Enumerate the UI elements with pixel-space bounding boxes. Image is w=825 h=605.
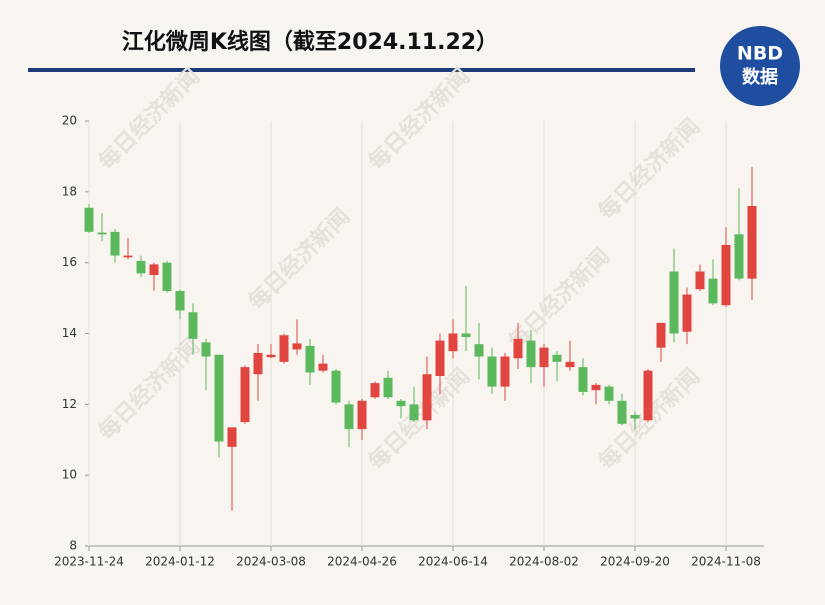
candle-body xyxy=(266,354,276,358)
candle-body xyxy=(721,244,731,306)
candle-body xyxy=(383,377,393,398)
candle-body xyxy=(682,294,692,332)
candle-body xyxy=(409,404,419,421)
chart-title: 江化微周K线图（截至2024.11.22） xyxy=(122,29,498,55)
candle-body xyxy=(643,370,653,421)
candle-body xyxy=(175,291,185,311)
candle-body xyxy=(253,352,263,375)
logo-bottom: 数据 xyxy=(742,66,778,88)
candle-body xyxy=(97,232,107,235)
candle-body xyxy=(669,271,679,334)
x-tick-label: 2024-08-02 xyxy=(509,555,579,569)
candle-body xyxy=(84,207,94,232)
candle-body xyxy=(344,404,354,430)
candle-body xyxy=(604,386,614,401)
candle-body xyxy=(747,206,757,279)
candle-body xyxy=(708,278,718,304)
candle-body xyxy=(578,367,588,392)
y-tick-label: 20 xyxy=(62,114,77,128)
x-tick-label: 2024-09-20 xyxy=(600,555,670,569)
y-tick-label: 14 xyxy=(62,326,77,340)
candle-body xyxy=(487,356,497,387)
candle-body xyxy=(591,384,601,391)
candle-body xyxy=(123,255,133,258)
x-tick-label: 2024-01-12 xyxy=(145,555,215,569)
candle-body xyxy=(539,347,549,368)
candle-body xyxy=(162,262,172,291)
y-tick-label: 16 xyxy=(62,255,77,269)
x-tick-label: 2024-06-14 xyxy=(418,555,488,569)
candle-body xyxy=(279,335,289,362)
candle-body xyxy=(526,340,536,368)
candle-body xyxy=(565,361,575,368)
logo-top: NBD xyxy=(737,43,783,65)
x-tick-label: 2023-11-24 xyxy=(54,555,124,569)
y-tick-label: 18 xyxy=(62,184,77,198)
y-tick-label: 12 xyxy=(62,397,77,411)
candle-body xyxy=(630,414,640,419)
candle-body xyxy=(370,383,380,398)
candle-body xyxy=(695,271,705,290)
y-tick-label: 10 xyxy=(62,468,77,482)
candle-body xyxy=(357,400,367,430)
candle-body xyxy=(474,344,484,357)
x-tick-label: 2024-03-08 xyxy=(236,555,306,569)
candle-body xyxy=(201,342,211,357)
x-tick-label: 2024-04-26 xyxy=(327,555,397,569)
candle-body xyxy=(656,322,666,348)
candle-body xyxy=(227,427,237,447)
candle-body xyxy=(292,343,302,350)
candle-body xyxy=(149,264,159,276)
candle-body xyxy=(448,333,458,352)
candle-body xyxy=(435,340,445,376)
candle-body xyxy=(318,363,328,371)
candle-body xyxy=(305,345,315,373)
candle-body xyxy=(136,260,146,274)
candle-body xyxy=(396,400,406,407)
candle-body xyxy=(110,231,120,256)
candle-body xyxy=(500,356,510,387)
candle-body xyxy=(617,400,627,424)
x-tick-label: 2024-11-08 xyxy=(691,555,761,569)
candle-body xyxy=(214,354,224,442)
candle-body xyxy=(552,354,562,362)
candle-body xyxy=(734,234,744,279)
candle-body xyxy=(188,312,198,339)
candle-body xyxy=(240,367,250,423)
y-tick-label: 8 xyxy=(69,539,77,553)
candle-body xyxy=(422,374,432,421)
candle-body xyxy=(513,338,523,359)
candle-body xyxy=(461,333,471,338)
candle-body xyxy=(331,370,341,403)
logo xyxy=(720,26,800,106)
